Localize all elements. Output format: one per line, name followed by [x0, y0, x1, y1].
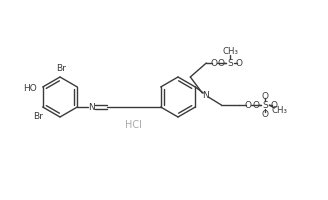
Text: Br: Br	[33, 112, 43, 121]
Text: S: S	[227, 59, 233, 68]
Text: HO: HO	[23, 84, 36, 93]
Text: O: O	[236, 59, 243, 68]
Text: O: O	[245, 101, 252, 110]
Text: S: S	[262, 101, 268, 110]
Text: O: O	[253, 101, 260, 110]
Text: CH₃: CH₃	[271, 106, 287, 115]
Text: N: N	[202, 91, 209, 100]
Text: CH₃: CH₃	[222, 46, 238, 55]
Text: Br: Br	[56, 64, 66, 73]
Text: O: O	[218, 59, 225, 68]
Text: O: O	[271, 101, 278, 110]
Text: O: O	[262, 110, 269, 119]
Text: O: O	[211, 59, 218, 68]
Text: O: O	[262, 92, 269, 101]
Text: HCl: HCl	[125, 119, 141, 129]
Text: N: N	[88, 103, 95, 112]
